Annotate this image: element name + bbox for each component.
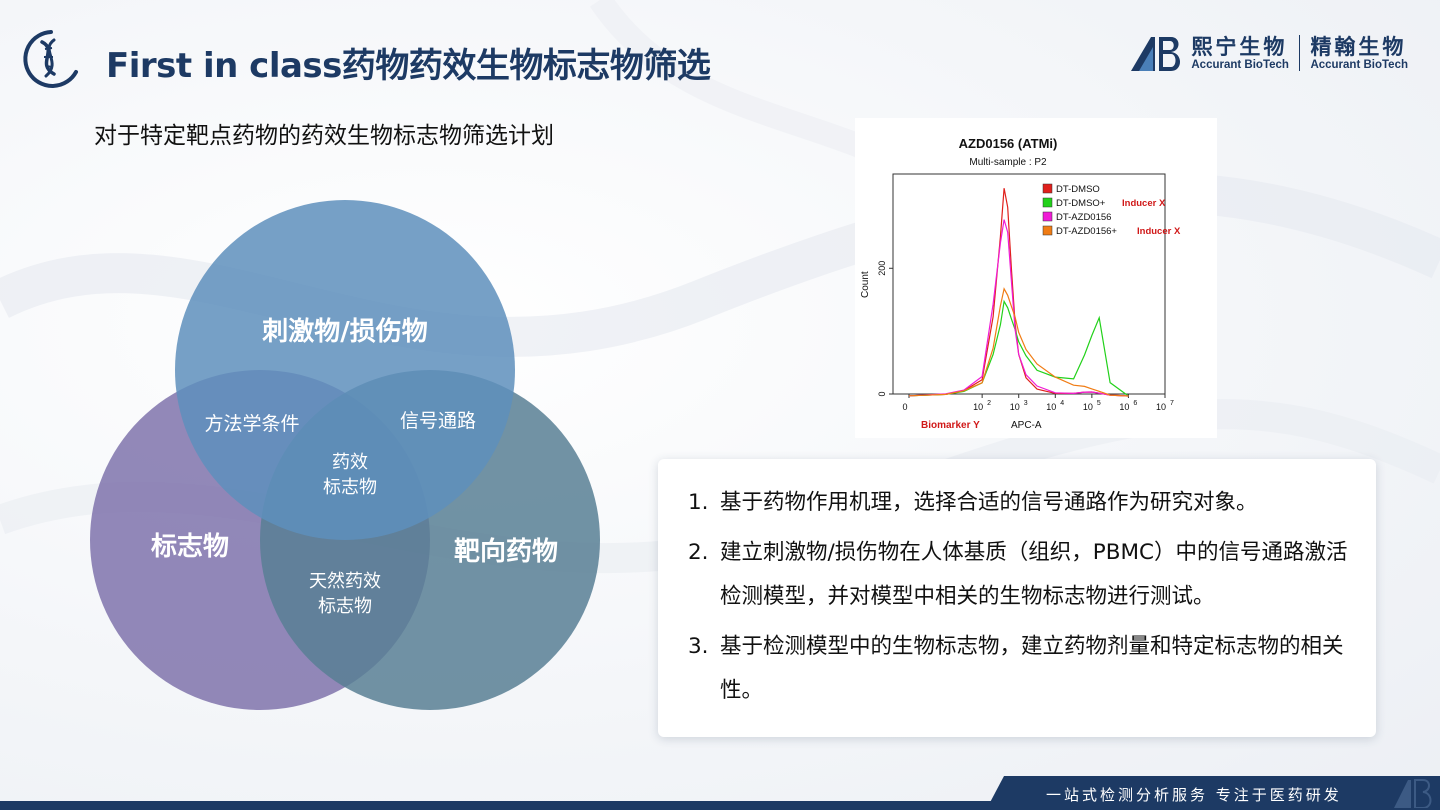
brand-1: 熙宁生物 Accurant BioTech xyxy=(1191,35,1289,72)
legend-label: DT-DMSO+ xyxy=(1056,198,1106,209)
footer-slogan: 一站式检测分析服务 专注于医药研发 xyxy=(1046,786,1342,804)
x-axis-label-red: Biomarker Y xyxy=(921,420,980,431)
ab-watermark-icon xyxy=(1394,779,1432,808)
series-line xyxy=(908,299,1129,397)
x-axis-label: APC-A xyxy=(1011,420,1042,431)
list-item-number: 1. xyxy=(688,490,709,515)
ab-logo-icon xyxy=(1131,37,1181,71)
x-tick-exponent: 7 xyxy=(1170,400,1174,407)
x-tick-label: 0 xyxy=(902,402,907,412)
dna-helix-logo-icon xyxy=(23,30,78,88)
venn-label-left: 标志物 xyxy=(151,532,229,562)
list-item: 1. 基于药物作用机理，选择合适的信号通路作为研究对象。 xyxy=(688,481,1358,525)
legend-swatch xyxy=(1042,211,1053,222)
list-item-text: 基于药物作用机理，选择合适的信号通路作为研究对象。 xyxy=(720,490,1258,515)
subtitle: 对于特定靶点药物的药效生物标志物筛选计划 xyxy=(94,123,554,149)
points-list: 1. 基于药物作用机理，选择合适的信号通路作为研究对象。 2. 建立刺激物/损伤… xyxy=(688,481,1358,719)
legend-swatch xyxy=(1042,225,1053,236)
legend-suffix: Inducer X xyxy=(1137,226,1181,237)
venn-label-top-left: 方法学条件 xyxy=(204,413,299,435)
list-item-text: 建立刺激物/损伤物在人体基质（组织，PBMC）中的信号通路激活检测模型，并对模型… xyxy=(720,540,1348,609)
venn-label-bottom-2: 标志物 xyxy=(318,596,372,617)
x-tick-label: 10 xyxy=(973,402,983,412)
x-tick-exponent: 5 xyxy=(1097,400,1101,407)
list-item: 3. 基于检测模型中的生物标志物，建立药物剂量和特定标志物的相关性。 xyxy=(688,625,1358,713)
x-tick-label: 10 xyxy=(1010,402,1020,412)
legend-suffix: Inducer X xyxy=(1122,198,1166,209)
x-tick-exponent: 4 xyxy=(1060,400,1064,407)
list-item-number: 3. xyxy=(688,634,709,659)
description-card: 1. 基于药物作用机理，选择合适的信号通路作为研究对象。 2. 建立刺激物/损伤… xyxy=(658,459,1376,737)
venn-label-top: 刺激物/损伤物 xyxy=(262,316,428,347)
venn-circle-top xyxy=(175,200,515,540)
list-item-number: 2. xyxy=(688,540,709,565)
venn-label-bottom-1: 天然药效 xyxy=(309,571,381,592)
brand-2: 精翰生物 Accurant BioTech xyxy=(1310,35,1408,72)
plot-frame xyxy=(892,173,1166,395)
brand-en-1: Accurant BioTech xyxy=(1191,58,1289,71)
x-tick-label: 10 xyxy=(1083,402,1093,412)
x-tick-exponent: 2 xyxy=(987,400,991,407)
x-tick-exponent: 3 xyxy=(1024,400,1028,407)
venn-label-center-1: 药效 xyxy=(332,452,368,473)
venn-diagram: 刺激物/损伤物 标志物 靶向药物 方法学条件 信号通路 药效 标志物 天然药效 … xyxy=(90,200,600,710)
venn-label-right: 靶向药物 xyxy=(454,536,558,567)
venn-label-top-right: 信号通路 xyxy=(400,410,476,432)
histogram-chart: AZD0156 (ATMi) Multi-sample : P2 Count 0… xyxy=(860,136,1181,431)
chart-subtitle: Multi-sample : P2 xyxy=(969,157,1047,168)
x-tick-exponent: 6 xyxy=(1133,400,1137,407)
brand-divider xyxy=(1298,35,1301,71)
list-item-text: 基于检测模型中的生物标志物，建立药物剂量和特定标志物的相关性。 xyxy=(720,634,1344,703)
page-title: First in class药物药效生物标志物筛选 xyxy=(106,46,711,86)
x-tick-label: 10 xyxy=(1156,402,1166,412)
brand-cn-2: 精翰生物 xyxy=(1310,34,1407,59)
histogram-panel: AZD0156 (ATMi) Multi-sample : P2 Count 0… xyxy=(855,118,1217,438)
y-axis-label: Count xyxy=(860,271,871,298)
y-tick-label: 0 xyxy=(877,391,887,396)
legend-swatch xyxy=(1042,197,1053,208)
legend-swatch xyxy=(1042,183,1053,194)
brand-cn-1: 熙宁生物 xyxy=(1191,34,1288,59)
legend-label: DT-AZD0156+ xyxy=(1056,226,1117,237)
brand-header: 熙宁生物 Accurant BioTech 精翰生物 Accurant BioT… xyxy=(1129,32,1408,74)
venn-label-center-2: 标志物 xyxy=(323,477,377,498)
legend-label: DT-DMSO xyxy=(1056,184,1100,195)
x-tick-label: 10 xyxy=(1046,402,1056,412)
legend-label: DT-AZD0156 xyxy=(1056,212,1111,223)
list-item: 2. 建立刺激物/损伤物在人体基质（组织，PBMC）中的信号通路激活检测模型，并… xyxy=(688,531,1358,619)
footer-bar xyxy=(0,801,1440,810)
chart-title: AZD0156 (ATMi) xyxy=(959,136,1058,151)
y-tick-label: 200 xyxy=(877,261,887,276)
series-line xyxy=(908,219,1129,397)
series-line xyxy=(908,287,1129,397)
x-tick-label: 10 xyxy=(1119,402,1129,412)
brand-en-2: Accurant BioTech xyxy=(1310,58,1408,71)
footer-tab xyxy=(986,776,1440,810)
